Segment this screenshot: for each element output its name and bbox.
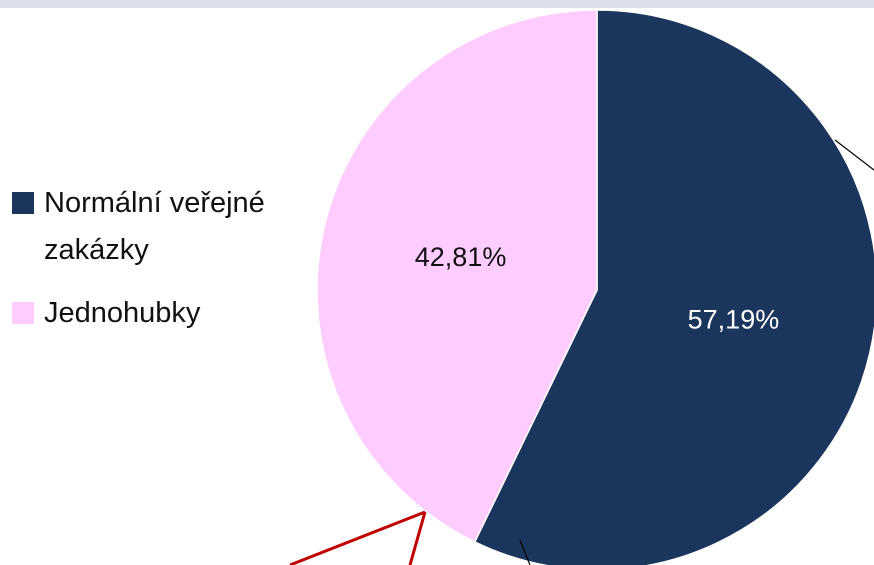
legend-label: Normální veřejné zakázky [44,187,265,266]
legend-swatch [12,302,34,324]
legend-item: Jednohubky [10,290,300,337]
callout-line [289,510,426,565]
leader-line [519,539,531,565]
pie: 57,19% 42,81% [316,9,874,565]
callout-line [408,511,427,565]
slice-label: 42,81% [415,242,507,272]
legend: Normální veřejné zakázky Jednohubky [10,180,300,353]
slice-label: 57,19% [688,304,780,334]
top-bar [0,0,874,8]
pie-slice [316,9,598,543]
legend-label: Jednohubky [44,297,201,329]
legend-item: Normální veřejné zakázky [10,180,300,274]
leader-line [834,139,874,171]
legend-swatch [12,192,34,214]
pie-slice [473,9,874,565]
